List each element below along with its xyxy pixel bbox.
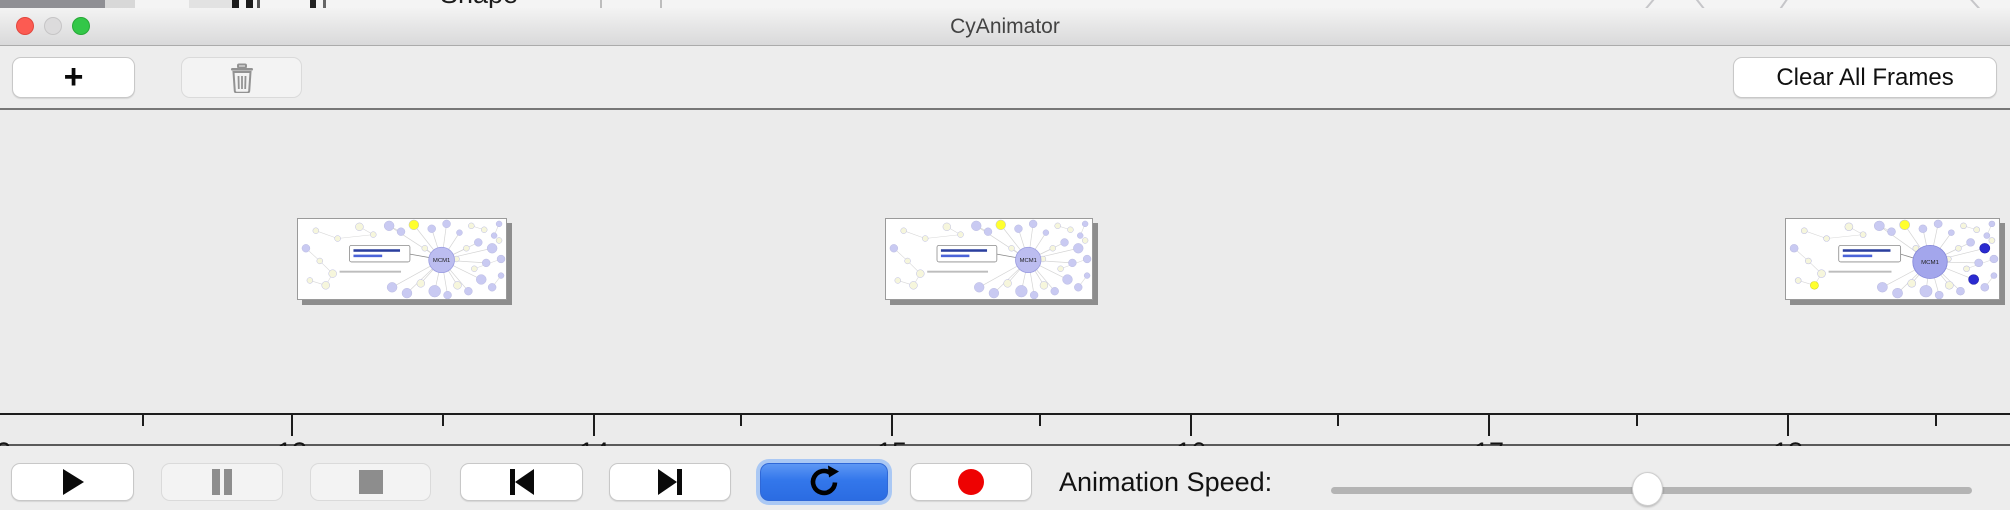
delete-frame-button[interactable] bbox=[181, 57, 302, 98]
stop-button[interactable] bbox=[310, 463, 431, 501]
playback-control-bar: Animation Speed: bbox=[0, 446, 2010, 510]
background-fragment bbox=[0, 0, 105, 8]
add-frame-button[interactable]: + bbox=[12, 57, 135, 98]
pause-icon bbox=[212, 469, 232, 495]
loop-icon bbox=[810, 465, 839, 496]
trash-icon bbox=[230, 63, 253, 93]
axis-minor-tick bbox=[442, 415, 444, 426]
network-graph-thumbnail: MCM1 bbox=[1789, 219, 1999, 299]
background-fragment bbox=[232, 0, 239, 8]
time-axis-line bbox=[0, 413, 2010, 415]
minimize-button[interactable] bbox=[44, 17, 62, 35]
play-button[interactable] bbox=[11, 463, 134, 501]
background-fragment bbox=[257, 0, 260, 8]
background-edge-line bbox=[1692, 0, 1710, 8]
background-fragment bbox=[189, 0, 239, 8]
background-fragment bbox=[323, 0, 326, 8]
hub-node-label: MCM1 bbox=[1020, 258, 1037, 264]
close-button[interactable] bbox=[16, 17, 34, 35]
axis-major-tick bbox=[1488, 415, 1490, 436]
background-shape-text: Shape bbox=[440, 0, 570, 8]
axis-major-tick bbox=[593, 415, 595, 436]
skip-to-end-icon bbox=[658, 469, 682, 495]
frame-toolbar: + Clear All Frames bbox=[0, 46, 2010, 108]
keyframe-thumbnail-18s[interactable]: MCM1 bbox=[1785, 218, 2000, 300]
record-button[interactable] bbox=[910, 463, 1032, 501]
network-graph-thumbnail: MCM1 bbox=[889, 219, 1092, 299]
window-title: CyAnimator bbox=[950, 15, 1060, 38]
axis-major-tick bbox=[291, 415, 293, 436]
axis-major-tick bbox=[1190, 415, 1192, 436]
background-fragment bbox=[660, 0, 662, 8]
clear-all-frames-button[interactable]: Clear All Frames bbox=[1733, 57, 1997, 98]
background-edge-line bbox=[1774, 0, 1792, 8]
record-icon bbox=[958, 469, 984, 495]
loop-button[interactable] bbox=[760, 463, 888, 501]
pause-button[interactable] bbox=[161, 463, 283, 501]
animation-speed-slider-thumb[interactable] bbox=[1632, 472, 1663, 506]
background-fragment bbox=[105, 0, 135, 8]
axis-minor-tick bbox=[1039, 415, 1041, 426]
skip-to-start-icon bbox=[509, 469, 534, 495]
clear-all-frames-label: Clear All Frames bbox=[1776, 63, 1954, 91]
keyframe-thumbnail-13s[interactable]: MCM1 bbox=[297, 218, 507, 300]
play-icon bbox=[62, 469, 84, 495]
axis-major-tick bbox=[891, 415, 893, 436]
axis-minor-tick bbox=[1337, 415, 1339, 426]
background-window-sliver: Shape bbox=[0, 0, 2010, 8]
hub-node-label: MCM1 bbox=[1921, 260, 1940, 266]
keyframe-thumbnail-15s[interactable]: MCM1 bbox=[885, 218, 1093, 300]
axis-minor-tick bbox=[1636, 415, 1638, 426]
cyanimator-window: CyAnimator + Clear All Frames bbox=[0, 8, 2010, 510]
axis-major-tick bbox=[1787, 415, 1789, 436]
background-edge-line bbox=[1639, 0, 1659, 8]
background-fragment bbox=[246, 0, 253, 8]
axis-minor-tick bbox=[740, 415, 742, 426]
stop-icon bbox=[358, 470, 383, 494]
title-bar[interactable]: CyAnimator bbox=[0, 8, 2010, 46]
background-fragment bbox=[310, 0, 316, 8]
animation-speed-label: Animation Speed: bbox=[1059, 467, 1273, 497]
background-edge-line bbox=[1966, 0, 1986, 8]
hub-node-label: MCM1 bbox=[433, 258, 450, 264]
background-fragment bbox=[600, 0, 602, 8]
timeline-panel[interactable]: MCM1 MCM1 MCM1 131415161718 2 Seconds bbox=[0, 108, 2010, 510]
skip-to-end-button[interactable] bbox=[609, 463, 731, 501]
skip-to-start-button[interactable] bbox=[460, 463, 583, 501]
axis-minor-tick bbox=[142, 415, 144, 426]
zoom-button[interactable] bbox=[72, 17, 90, 35]
axis-minor-tick bbox=[1935, 415, 1937, 426]
network-graph-thumbnail: MCM1 bbox=[301, 219, 506, 299]
